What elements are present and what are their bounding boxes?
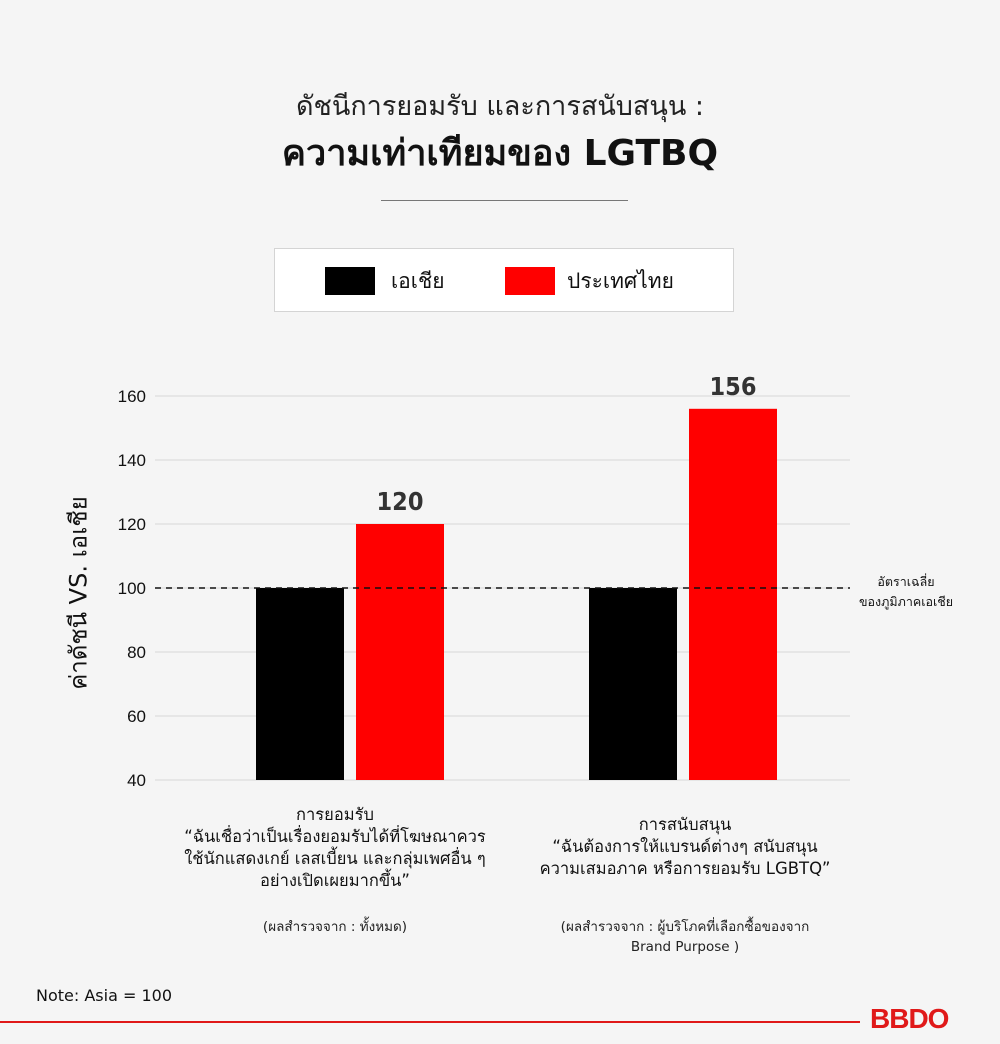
chart-title-line2: ความเท่าเทียมของ LGTBQ <box>281 133 719 174</box>
data-label: 120 <box>377 487 424 516</box>
source-line: Brand Purpose ) <box>630 939 740 955</box>
legend-swatch-asia <box>325 267 375 295</box>
legend: เอเชีย ประเทศไทย <box>274 248 734 312</box>
reference-label-line2: ของภูมิภาคเอเชีย <box>859 594 953 610</box>
y-tick-labels: 40 60 80 100 120 140 160 <box>118 387 146 790</box>
footnote: Note: Asia = 100 <box>36 986 172 1005</box>
footer-divider <box>0 1021 860 1023</box>
chart-title-line1: ดัชนีการยอมรับ และการสนับสนุน : <box>296 91 704 122</box>
bar-thailand-1 <box>356 524 444 780</box>
y-tick-label: 100 <box>118 579 146 598</box>
category-quote-line: “ฉันต้องการให้แบรนด์ต่างๆ สนับสนุน <box>552 837 818 856</box>
category-block-support: การสนับสนุน “ฉันต้องการให้แบรนด์ต่างๆ สน… <box>500 814 870 880</box>
bar-asia-1 <box>256 588 344 780</box>
category-label: การยอมรับ <box>296 805 374 824</box>
source-note-support: (ผลสำรวจจาก : ผู้บริโภคที่เลือกซื้อของจา… <box>500 917 870 957</box>
y-tick-label: 120 <box>118 515 146 534</box>
bbdo-logo: BBDO <box>870 1003 949 1034</box>
category-block-acceptance: การยอมรับ “ฉันเชื่อว่าเป็นเรื่องยอมรับได… <box>150 804 520 892</box>
legend-label-asia: เอเชีย <box>391 269 445 293</box>
y-tick-label: 60 <box>127 707 146 726</box>
y-tick-label: 140 <box>118 451 146 470</box>
legend-swatch-thailand <box>505 267 555 295</box>
data-labels: 120 156 <box>377 372 757 516</box>
category-quote-line: ใช้นักแสดงเกย์ เลสเบี้ยน และกลุ่มเพศอื่น… <box>184 849 486 868</box>
category-label: การสนับสนุน <box>638 815 732 834</box>
bars <box>256 408 777 780</box>
bar-asia-2 <box>589 588 677 780</box>
category-quote-line: อย่างเปิดเผยมากขึ้น” <box>260 871 410 890</box>
y-tick-label: 80 <box>127 643 146 662</box>
reference-label-line1: อัตราเฉลี่ย <box>877 573 934 589</box>
title-divider <box>381 200 628 201</box>
source-line: (ผลสำรวจจาก : ผู้บริโภคที่เลือกซื้อของจา… <box>560 919 810 935</box>
data-label: 156 <box>710 372 757 401</box>
source-line: (ผลสำรวจจาก : ทั้งหมด) <box>262 919 408 935</box>
source-note-acceptance: (ผลสำรวจจาก : ทั้งหมด) <box>150 917 520 937</box>
legend-label-thailand: ประเทศไทย <box>567 269 674 293</box>
category-quote-line: ความเสมอภาค หรือการยอมรับ LGBTQ” <box>539 859 831 878</box>
y-tick-label: 160 <box>118 387 146 406</box>
category-quote-line: “ฉันเชื่อว่าเป็นเรื่องยอมรับได้ที่โฆษณาค… <box>184 827 486 846</box>
y-tick-label: 40 <box>127 771 146 790</box>
bar-thailand-2 <box>689 408 777 780</box>
